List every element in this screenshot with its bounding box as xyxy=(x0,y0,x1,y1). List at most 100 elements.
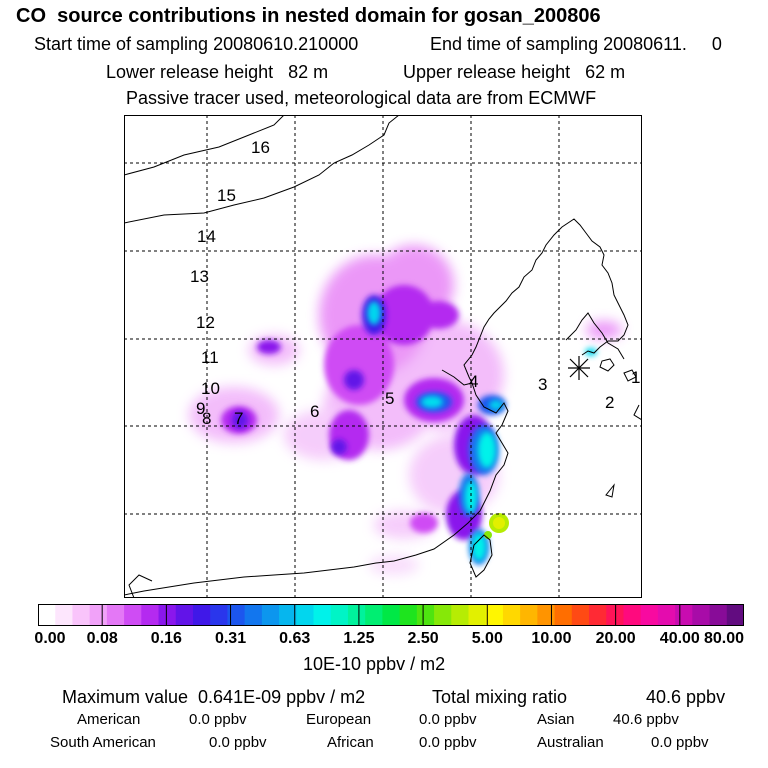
colorbar-swatch xyxy=(279,604,297,626)
colorbar-swatch xyxy=(382,604,401,626)
region-labels: 16 15 14 13 12 11 10 9 8 7 6 5 4 3 2 1 xyxy=(190,138,640,428)
colorbar-swatch xyxy=(451,604,469,626)
total-mixing-ratio-label: Total mixing ratio xyxy=(432,687,568,707)
colorbar-swatch xyxy=(606,604,624,626)
colorbar-swatch xyxy=(261,604,280,626)
colorbar-tick-label: 0.63 xyxy=(279,630,311,647)
region-label: 4 xyxy=(469,372,478,391)
colorbar-tick-label: 5.00 xyxy=(471,630,503,647)
colorbar-tick-label: 10.00 xyxy=(531,630,572,647)
concentration-field xyxy=(189,245,622,575)
end-time-label: End time of sampling 20080611. 0 xyxy=(430,34,722,54)
region-value: 0.0 ppbv xyxy=(209,734,267,751)
region-label: 2 xyxy=(605,393,614,412)
region-label: 9 xyxy=(196,399,205,418)
colorbar-swatch xyxy=(726,604,744,626)
colorbar-tick-label: 1.25 xyxy=(343,630,375,647)
colorbar-swatch xyxy=(158,604,177,626)
colorbar-swatch xyxy=(141,604,160,626)
colorbar-swatch xyxy=(89,604,108,626)
region-name: Asian xyxy=(537,711,575,728)
colorbar-swatch xyxy=(227,604,246,626)
colorbar-tick-label: 2.50 xyxy=(407,630,439,647)
colorbar-swatch xyxy=(675,604,693,626)
region-label: 3 xyxy=(538,375,547,394)
colorbar-swatch xyxy=(365,604,383,626)
maximum-value-label: Maximum value 0.641E-09 ppbv / m2 xyxy=(62,687,366,707)
region-label: 13 xyxy=(190,267,209,286)
colorbar-swatch xyxy=(416,604,435,626)
region-name: American xyxy=(77,711,141,728)
colorbar-swatch xyxy=(485,604,504,626)
region-label: 8 xyxy=(202,409,211,428)
colorbar-swatch xyxy=(106,604,125,626)
map-panel: 16 15 14 13 12 11 10 9 8 7 6 5 4 3 2 1 xyxy=(124,115,642,598)
colorbar-swatch xyxy=(175,604,194,626)
colorbar-swatch xyxy=(692,604,711,626)
colorbar-swatch xyxy=(520,604,538,626)
colorbar-swatch xyxy=(554,604,573,626)
colorbar-swatch xyxy=(124,604,142,626)
colorbar xyxy=(38,604,744,626)
coastlines xyxy=(124,115,642,598)
region-value: 0.0 ppbv xyxy=(419,734,477,751)
region-value: 40.6 ppbv xyxy=(613,711,679,728)
colorbar-swatch xyxy=(192,604,211,626)
upper-height-label: Upper release height 62 m xyxy=(403,62,626,82)
colorbar-swatch xyxy=(313,604,332,626)
region-label: 5 xyxy=(385,389,394,408)
region-value: 0.0 ppbv xyxy=(651,734,709,751)
tracer-label: Passive tracer used, meteorological data… xyxy=(126,88,597,108)
colorbar-swatch xyxy=(434,604,452,626)
colorbar-swatch xyxy=(640,604,659,626)
colorbar-tick-label: 0.31 xyxy=(214,630,247,647)
colorbar-swatch xyxy=(72,604,91,626)
colorbar-tick-label: 0.00 xyxy=(34,630,66,647)
total-mixing-ratio-value: 40.6 ppbv xyxy=(646,687,726,707)
colorbar-tick-label: 0.08 xyxy=(86,630,118,647)
colorbar-swatch xyxy=(244,604,263,626)
colorbar-swatch xyxy=(38,604,56,626)
colorbar-swatch xyxy=(468,604,487,626)
region-name: European xyxy=(306,711,372,728)
map-title: CO source contributions in nested domain… xyxy=(16,5,601,27)
region-value: 0.0 ppbv xyxy=(419,711,477,728)
colorbar-tick-label: 20.00 xyxy=(595,630,636,647)
region-label: 11 xyxy=(201,348,219,367)
region-name: African xyxy=(327,734,374,751)
region-value: 0.0 ppbv xyxy=(189,711,247,728)
colorbar-swatch xyxy=(347,604,366,626)
region-label: 12 xyxy=(196,313,215,332)
region-label: 1 xyxy=(631,368,640,387)
colorbar-swatch xyxy=(571,604,590,626)
colorbar-swatch xyxy=(210,604,228,626)
region-label: 10 xyxy=(201,379,220,398)
colorbar-tick-label: 0.16 xyxy=(150,630,182,647)
region-name: South American xyxy=(50,734,156,751)
colorbar-units: 10E-10 ppbv / m2 xyxy=(303,654,446,674)
colorbar-swatch xyxy=(502,604,521,626)
colorbar-swatch xyxy=(330,604,349,626)
region-label: 15 xyxy=(217,186,236,205)
colorbar-swatch xyxy=(537,604,556,626)
map-frame xyxy=(124,115,642,598)
asterisk-marker xyxy=(568,356,590,380)
colorbar-swatch xyxy=(589,604,607,626)
colorbar-tick-label: 80.00 xyxy=(703,630,745,647)
region-label: 14 xyxy=(197,227,216,246)
region-label: 7 xyxy=(234,409,243,428)
start-time-label: Start time of sampling 20080610.210000 xyxy=(34,34,359,54)
region-label: 6 xyxy=(310,402,319,421)
colorbar-swatch xyxy=(623,604,642,626)
colorbar-swatch xyxy=(709,604,728,626)
colorbar-tick-label: 40.00 xyxy=(659,630,700,647)
lat-lon-grid xyxy=(124,115,642,598)
colorbar-swatch xyxy=(399,604,418,626)
lower-height-label: Lower release height 82 m xyxy=(106,62,329,82)
colorbar-frame xyxy=(38,604,744,626)
colorbar-swatch xyxy=(657,604,676,626)
colorbar-swatch xyxy=(55,604,73,626)
region-label: 16 xyxy=(251,138,270,157)
region-name: Australian xyxy=(537,734,604,751)
colorbar-swatch xyxy=(296,604,315,626)
